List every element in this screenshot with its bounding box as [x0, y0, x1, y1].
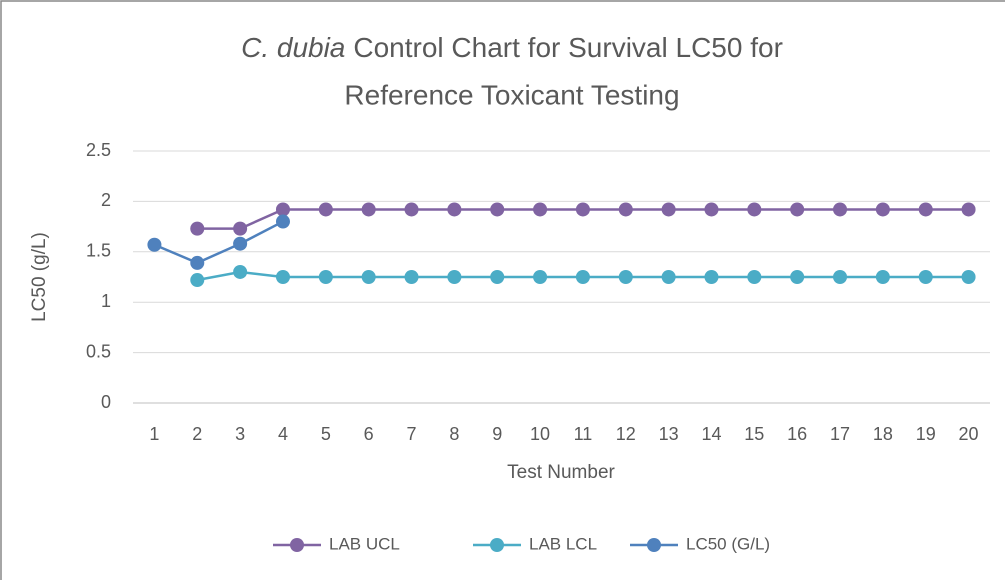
series-marker	[747, 202, 762, 217]
legend-marker	[647, 538, 661, 552]
series-marker	[747, 270, 762, 284]
series-marker	[875, 270, 890, 284]
series-marker	[618, 202, 633, 217]
series-marker	[661, 270, 676, 284]
series-marker	[147, 237, 162, 252]
series-marker	[575, 270, 590, 284]
series-marker	[404, 270, 419, 284]
x-tick-label: 7	[407, 424, 417, 444]
x-tick-label: 14	[701, 424, 721, 444]
x-tick-label: 13	[659, 424, 679, 444]
x-tick-label: 15	[744, 424, 764, 444]
x-tick-label: 12	[616, 424, 636, 444]
y-tick-label: 1	[101, 291, 111, 311]
x-tick-label: 3	[235, 424, 245, 444]
series-marker	[490, 202, 505, 217]
legend-label: LAB UCL	[329, 534, 400, 553]
series-marker	[233, 264, 248, 279]
series-marker	[361, 270, 376, 284]
x-tick-label: 20	[959, 424, 979, 444]
x-axis-label: Test Number	[507, 462, 615, 483]
series-marker	[490, 270, 505, 284]
series-marker	[875, 202, 890, 217]
series-marker	[275, 270, 290, 284]
x-tick-label: 10	[530, 424, 550, 444]
chart-title-line2: Reference Toxicant Testing	[344, 79, 679, 110]
series-marker	[233, 221, 248, 236]
x-tick-label: 4	[278, 424, 288, 444]
series-marker	[833, 270, 848, 284]
x-tick-label: 11	[574, 424, 593, 444]
series-marker	[404, 202, 419, 217]
series-marker	[918, 270, 933, 284]
series-marker	[961, 270, 976, 284]
x-tick-label: 18	[873, 424, 893, 444]
title-italic: C. dubia	[241, 32, 345, 63]
series-marker	[961, 202, 976, 217]
x-tick-label: 5	[321, 424, 331, 444]
x-tick-label: 16	[787, 424, 807, 444]
series-marker	[618, 270, 633, 284]
series-line	[153, 220, 284, 265]
x-tick-label: 17	[830, 424, 850, 444]
x-tick-label: 6	[364, 424, 374, 444]
series-marker	[318, 270, 333, 284]
series-marker	[533, 270, 548, 284]
series-marker	[704, 202, 719, 217]
series-marker	[190, 221, 205, 236]
x-tick-label: 1	[149, 424, 159, 444]
legend-label: LC50 (G/L)	[686, 534, 770, 553]
legend-label: LAB LCL	[529, 534, 597, 553]
series-marker	[275, 214, 290, 229]
x-tick-label: 8	[449, 424, 459, 444]
series-marker	[661, 202, 676, 217]
series-marker	[190, 273, 205, 288]
series-marker	[533, 202, 548, 217]
y-tick-label: 0.5	[86, 341, 111, 361]
series-marker	[318, 202, 333, 217]
y-axis-label: LC50 (g/L)	[29, 232, 50, 322]
series-marker	[833, 202, 848, 217]
series-marker	[447, 202, 462, 217]
legend-marker	[490, 538, 504, 552]
series-marker	[704, 270, 719, 284]
series-marker	[275, 202, 290, 217]
chart-title: C. dubia Control Chart for Survival LC50 …	[241, 32, 783, 63]
series-marker	[918, 202, 933, 217]
series-marker	[361, 202, 376, 217]
series-marker	[233, 236, 248, 251]
x-tick-label: 2	[192, 424, 202, 444]
y-tick-label: 1.5	[86, 241, 111, 261]
series-marker	[575, 202, 590, 217]
legend-marker	[290, 538, 304, 552]
series-marker	[447, 270, 462, 284]
x-tick-label: 9	[492, 424, 502, 444]
y-tick-label: 2.5	[86, 140, 111, 160]
series-marker	[190, 255, 205, 270]
series-marker	[790, 270, 805, 284]
series-marker	[790, 202, 805, 217]
x-tick-label: 19	[916, 424, 936, 444]
title-line1: Control Chart for Survival LC50 for	[353, 32, 783, 63]
y-tick-label: 0	[101, 392, 111, 412]
y-tick-label: 2	[101, 190, 111, 210]
